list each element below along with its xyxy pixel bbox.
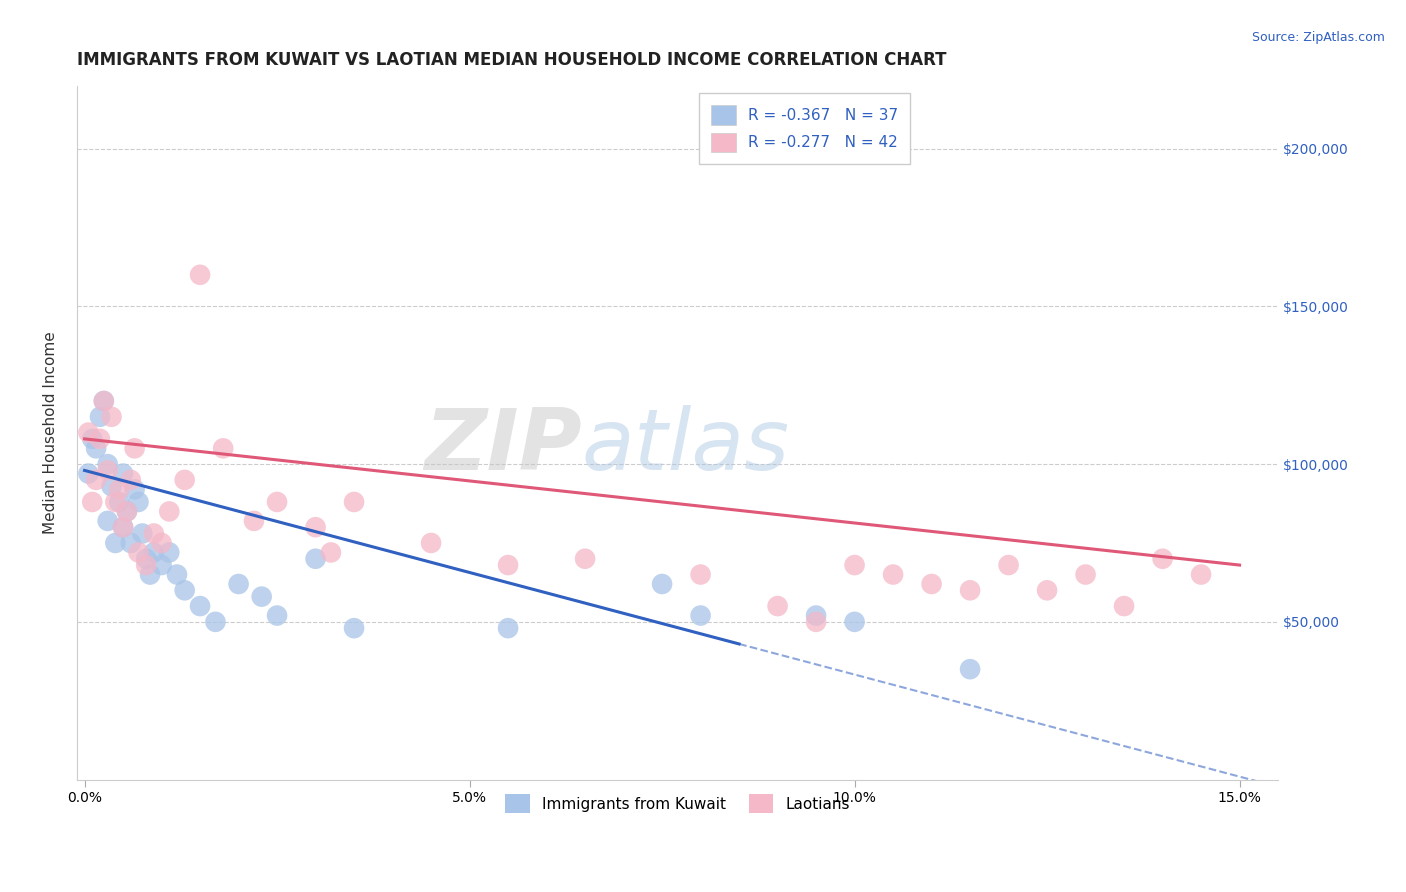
Point xyxy=(651,577,673,591)
Point xyxy=(77,467,100,481)
Point xyxy=(115,504,138,518)
Point xyxy=(124,442,146,456)
Y-axis label: Median Household Income: Median Household Income xyxy=(44,331,58,534)
Point xyxy=(157,504,180,518)
Point xyxy=(135,551,157,566)
Point xyxy=(104,495,127,509)
Point xyxy=(250,590,273,604)
Point xyxy=(766,599,789,613)
Point xyxy=(689,567,711,582)
Point xyxy=(112,467,135,481)
Point xyxy=(124,483,146,497)
Point xyxy=(120,473,142,487)
Point xyxy=(1036,583,1059,598)
Text: Source: ZipAtlas.com: Source: ZipAtlas.com xyxy=(1251,31,1385,45)
Point xyxy=(959,662,981,676)
Point xyxy=(844,615,866,629)
Text: ZIP: ZIP xyxy=(423,405,581,488)
Point xyxy=(1189,567,1212,582)
Point xyxy=(343,621,366,635)
Point xyxy=(304,520,326,534)
Point xyxy=(89,432,111,446)
Point xyxy=(574,551,596,566)
Point xyxy=(89,409,111,424)
Point xyxy=(997,558,1019,572)
Point xyxy=(108,495,131,509)
Point xyxy=(844,558,866,572)
Point xyxy=(496,558,519,572)
Point xyxy=(204,615,226,629)
Point xyxy=(115,504,138,518)
Point xyxy=(243,514,266,528)
Point xyxy=(266,608,288,623)
Point xyxy=(120,536,142,550)
Point xyxy=(304,551,326,566)
Text: IMMIGRANTS FROM KUWAIT VS LAOTIAN MEDIAN HOUSEHOLD INCOME CORRELATION CHART: IMMIGRANTS FROM KUWAIT VS LAOTIAN MEDIAN… xyxy=(77,51,946,69)
Point xyxy=(1112,599,1135,613)
Point xyxy=(266,495,288,509)
Point xyxy=(150,558,173,572)
Point xyxy=(112,520,135,534)
Point xyxy=(882,567,904,582)
Point xyxy=(84,473,107,487)
Point xyxy=(921,577,943,591)
Point xyxy=(804,608,827,623)
Point xyxy=(97,457,120,471)
Point xyxy=(127,545,149,559)
Point xyxy=(135,558,157,572)
Point xyxy=(100,479,122,493)
Point xyxy=(959,583,981,598)
Point xyxy=(188,599,211,613)
Point xyxy=(93,394,115,409)
Point xyxy=(131,526,153,541)
Point xyxy=(139,567,162,582)
Point xyxy=(173,583,195,598)
Point xyxy=(77,425,100,440)
Point xyxy=(93,394,115,409)
Point xyxy=(188,268,211,282)
Point xyxy=(150,536,173,550)
Point xyxy=(142,526,165,541)
Point xyxy=(84,442,107,456)
Point xyxy=(804,615,827,629)
Point xyxy=(82,495,104,509)
Point xyxy=(228,577,250,591)
Point xyxy=(112,520,135,534)
Point xyxy=(97,463,120,477)
Point xyxy=(1074,567,1097,582)
Point xyxy=(142,545,165,559)
Point xyxy=(1152,551,1174,566)
Point xyxy=(420,536,443,550)
Point xyxy=(157,545,180,559)
Point xyxy=(108,483,131,497)
Point xyxy=(166,567,188,582)
Point xyxy=(127,495,149,509)
Point xyxy=(173,473,195,487)
Point xyxy=(689,608,711,623)
Point xyxy=(343,495,366,509)
Point xyxy=(97,514,120,528)
Point xyxy=(82,432,104,446)
Point xyxy=(496,621,519,635)
Point xyxy=(319,545,342,559)
Point xyxy=(212,442,235,456)
Point xyxy=(100,409,122,424)
Legend: Immigrants from Kuwait, Laotians: Immigrants from Kuwait, Laotians xyxy=(495,783,860,824)
Point xyxy=(104,536,127,550)
Text: atlas: atlas xyxy=(581,405,789,488)
